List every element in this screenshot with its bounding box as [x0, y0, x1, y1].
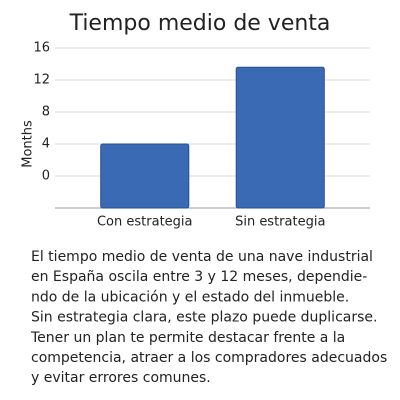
- paragraph-line: competencia, atraer a los compradores ad…: [31, 350, 387, 366]
- paragraph-line: Sin estrategia clara, este plazo puede d…: [31, 310, 377, 326]
- x-tick-label: Sin estrategia: [235, 215, 325, 230]
- paragraph-line: Tener un plan te permite destacar frente…: [30, 330, 345, 346]
- bar: [100, 143, 190, 209]
- y-tick-label: 0: [42, 169, 50, 184]
- y-tick-label: 8: [42, 105, 50, 120]
- y-tick-label: 16: [33, 41, 50, 56]
- chart-title: Tiempo medio de venta: [69, 11, 331, 36]
- paragraph-line: en España oscila entre 3 y 12 meses, dep…: [31, 269, 367, 285]
- y-axis-label: Months: [21, 120, 36, 168]
- paragraph-line: El tiempo medio de venta de una nave ind…: [31, 249, 373, 265]
- y-tick-label: 12: [33, 73, 50, 88]
- paragraph-line: y evitar errores comunes.: [31, 370, 211, 386]
- y-tick-label: 4: [42, 137, 50, 152]
- x-tick-label: Con estrategia: [97, 215, 193, 230]
- bar: [235, 66, 325, 209]
- paragraph-line: ndo de la ubicación y el estado del inmu…: [31, 289, 349, 305]
